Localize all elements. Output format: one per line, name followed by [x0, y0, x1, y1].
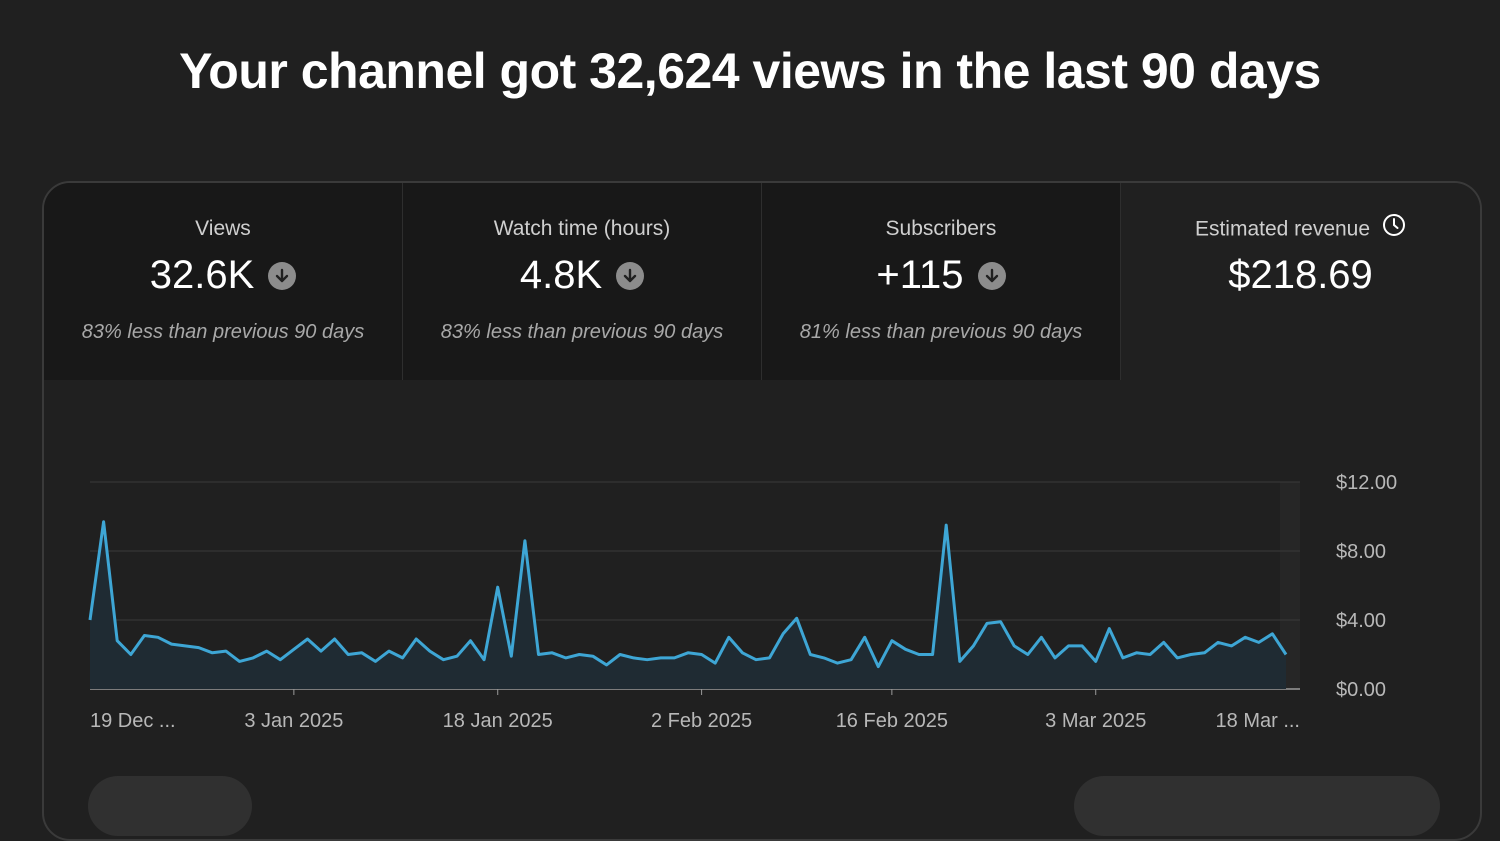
revenue-chart: $12.00 $8.00 $4.00 $0.00 19 Dec ... 3 Jan 202…: [44, 380, 1480, 839]
y-tick-label: $8.00: [1336, 541, 1386, 563]
tab-label: Estimated revenue: [1121, 214, 1480, 243]
tab-label-text: Estimated revenue: [1194, 217, 1371, 241]
x-tick-label: 3 Mar 2025: [1045, 710, 1146, 732]
tab-estimated-revenue[interactable]: Estimated revenue $218.69: [1121, 183, 1480, 380]
tab-label: Subscribers: [885, 217, 997, 240]
tab-value-row: 32.6K: [44, 253, 402, 298]
arrow-down-circle-icon: [616, 261, 645, 290]
see-more-button[interactable]: [88, 776, 252, 836]
metric-value: $218.69: [1228, 253, 1373, 297]
metric-comparison: 81% less than previous 90 days: [799, 321, 1083, 343]
tab-value-row: $218.69: [1121, 253, 1480, 298]
y-tick-label: $0.00: [1336, 679, 1386, 701]
x-tick-label: 19 Dec ...: [90, 710, 176, 732]
tab-value-row: 4.8K: [403, 253, 761, 298]
tab-subscribers[interactable]: Subscribers +115 81% less than previous …: [762, 183, 1121, 380]
x-tick-label: 16 Feb 2025: [836, 710, 948, 732]
metric-value: +115: [876, 253, 964, 297]
y-tick-label: $12.00: [1336, 472, 1397, 494]
metric-tabs: Views 32.6K 83% less than previous 90 da…: [44, 183, 1480, 380]
secondary-card-button[interactable]: [1074, 776, 1440, 836]
page-headline: Your channel got 32,624 views in the las…: [179, 43, 1321, 99]
chart-hover-band: [1280, 482, 1300, 689]
metric-comparison: 83% less than previous 90 days: [440, 321, 724, 343]
tab-label: Views: [195, 217, 251, 240]
metric-value: 32.6K: [149, 253, 255, 297]
arrow-down-circle-icon: [977, 261, 1006, 290]
x-tick-label: 18 Mar ...: [1216, 710, 1300, 732]
y-tick-label: $4.00: [1336, 610, 1386, 632]
tab-views[interactable]: Views 32.6K 83% less than previous 90 da…: [44, 183, 403, 380]
tab-watch-time[interactable]: Watch time (hours) 4.8K 83% less than pr…: [403, 183, 762, 380]
arrow-down-circle-icon: [268, 261, 297, 290]
x-tick-label: 2 Feb 2025: [651, 710, 752, 732]
chart-area-fill: [90, 521, 1286, 689]
analytics-card: Views 32.6K 83% less than previous 90 da…: [42, 181, 1482, 841]
tab-label: Watch time (hours): [493, 217, 671, 240]
clock-icon[interactable]: [1382, 213, 1406, 243]
chart-series-line: [88, 520, 1288, 669]
x-tick-label: 18 Jan 2025: [443, 710, 553, 732]
metric-value: 4.8K: [519, 253, 603, 297]
metric-comparison: 83% less than previous 90 days: [81, 321, 365, 343]
tab-value-row: +115: [762, 253, 1120, 298]
x-tick-label: 3 Jan 2025: [244, 710, 343, 732]
revenue-chart-svg: $12.00 $8.00 $4.00 $0.00 19 Dec ... 3 Jan 202…: [88, 472, 1397, 732]
